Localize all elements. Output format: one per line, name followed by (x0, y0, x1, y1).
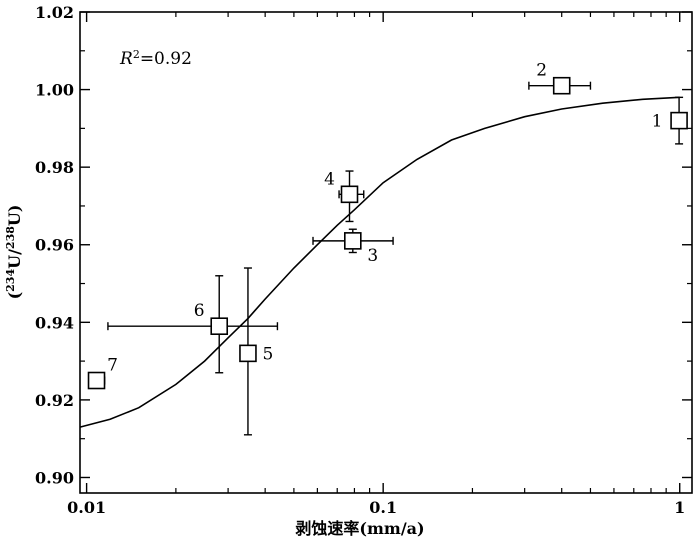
y-tick-label: 1.02 (35, 3, 74, 22)
data-point-label: 3 (367, 246, 378, 266)
data-point-label: 1 (652, 112, 663, 132)
data-point-marker (239, 344, 257, 363)
y-axis-title-open: ( (5, 292, 24, 300)
x-tick-label: 1 (674, 498, 685, 517)
data-point-marker (344, 232, 362, 250)
fit-curve-layer (79, 96, 680, 428)
y-axis-ticks: 0.90 0.92 0.94 0.96 0.98 1.00 1.02 (35, 3, 692, 487)
data-point-label: 7 (107, 356, 118, 376)
fit-curve (79, 96, 680, 428)
markers-layer (87, 76, 688, 390)
data-point-marker (552, 76, 571, 95)
data-point-label: 2 (536, 61, 547, 81)
data-point-marker (670, 111, 688, 130)
y-axis-title-mid: U/ (5, 249, 24, 269)
r-squared-value: =0.92 (140, 49, 192, 69)
plot-frame (79, 11, 693, 494)
x-tick-label: 0.1 (369, 498, 397, 517)
y-tick-label: 1.00 (35, 81, 74, 100)
point-labels-layer: 1 2 3 4 5 6 7 (107, 61, 662, 376)
r-squared-label: R2=0.92 (119, 48, 192, 70)
y-axis-title: (234U/238U) (4, 205, 25, 300)
x-axis-ticks: 0.01 0.1 1 (67, 12, 685, 517)
error-bars-layer (88, 77, 684, 436)
y-tick-label: 0.94 (35, 313, 74, 332)
y-tick-label: 0.96 (35, 236, 74, 255)
y-axis-title-sup2: 238 (4, 226, 17, 249)
x-axis-title: 剥蚀速率(mm/a) (295, 519, 424, 538)
data-point-label: 4 (324, 169, 335, 189)
y-tick-label: 0.92 (35, 391, 74, 410)
y-axis-title-close: U) (5, 205, 24, 227)
data-point-marker (210, 317, 229, 336)
y-tick-label: 0.98 (35, 158, 74, 177)
data-point-label: 5 (263, 344, 274, 364)
r-squared-r: R (119, 49, 133, 69)
y-axis-title-sup1: 234 (4, 269, 17, 292)
data-point-label: 6 (194, 301, 205, 321)
y-tick-label: 0.90 (35, 468, 74, 487)
r-squared-sup: 2 (133, 48, 140, 61)
data-point-marker (340, 185, 359, 204)
data-point-marker (87, 371, 106, 390)
x-tick-label: 0.01 (67, 498, 106, 517)
